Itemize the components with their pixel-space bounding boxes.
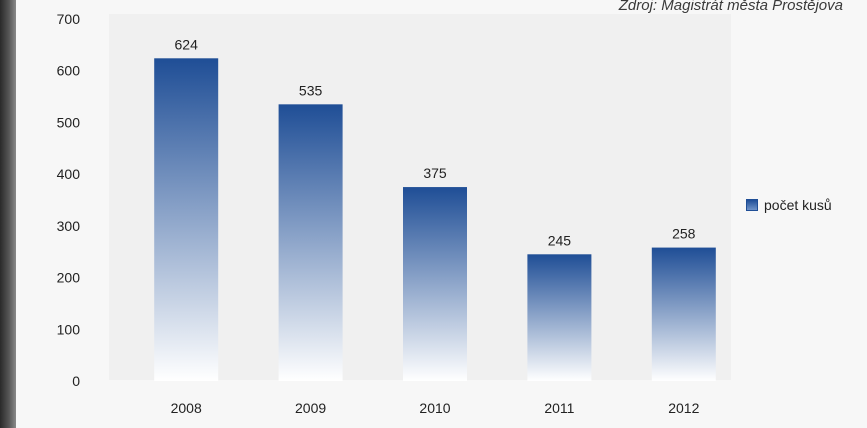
y-tick-label: 300 [57, 218, 81, 234]
x-tick-label: 2008 [171, 400, 202, 416]
x-axis: 2008 2009 2010 2011 2012 [171, 400, 700, 416]
y-tick-label: 600 [57, 63, 81, 79]
y-tick-label: 200 [57, 270, 81, 286]
y-tick-label: 500 [57, 114, 81, 130]
legend-swatch [746, 199, 758, 211]
bar [651, 247, 716, 381]
x-tick-label: 2010 [419, 400, 450, 416]
bar-value-label: 375 [423, 165, 447, 181]
x-tick-label: 2009 [295, 400, 326, 416]
legend-label: počet kusů [764, 197, 832, 213]
bar [403, 187, 467, 381]
bars-group: 624 535 375 245 258 [154, 36, 716, 381]
bar-value-label: 624 [175, 36, 199, 52]
legend: počet kusů [746, 197, 832, 213]
x-tick-label: 2012 [668, 400, 699, 416]
decorative-left-strip [0, 0, 16, 428]
y-tick-label: 700 [57, 11, 81, 27]
y-axis: 0 100 200 300 400 500 600 700 [57, 11, 81, 389]
y-tick-label: 0 [72, 373, 80, 389]
bar [154, 58, 219, 381]
bar-value-label: 245 [548, 232, 572, 248]
y-tick-label: 400 [57, 166, 81, 182]
bar [278, 104, 343, 381]
x-tick-label: 2011 [544, 400, 574, 416]
bar [527, 254, 592, 381]
bar-value-label: 258 [672, 226, 696, 242]
source-note: Zdroj: Magistrát města Prostějova [618, 0, 843, 14]
bar-value-label: 535 [299, 82, 323, 98]
y-tick-label: 100 [57, 321, 81, 337]
